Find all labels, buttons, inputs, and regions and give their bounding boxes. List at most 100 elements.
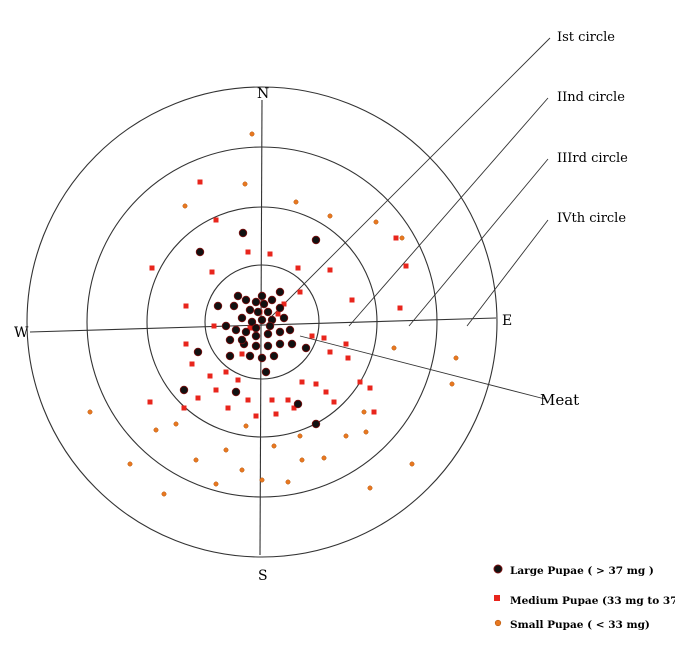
large-pupa-marker [293, 399, 303, 409]
small-pupa-marker [361, 409, 367, 415]
medium-pupa-marker [345, 355, 351, 361]
legend-medium-label: Medium Pupae (33 mg to 37 mg) [510, 595, 675, 607]
medium-pupa-marker [211, 323, 217, 329]
large-pupa-marker [275, 327, 285, 337]
small-pupa-marker [373, 219, 379, 225]
small-pupa-marker [409, 461, 415, 467]
small-pupa-marker [299, 457, 305, 463]
medium-pupa-marker [189, 361, 195, 367]
large-pupa-marker [237, 313, 247, 323]
large-pupa-marker [225, 351, 235, 361]
compass-axes [29, 99, 497, 556]
callout-lines [269, 37, 551, 400]
legend-medium-marker [494, 595, 500, 601]
west-label: W [14, 325, 29, 341]
circle-2-label: IInd circle [557, 90, 625, 105]
large-pupa-marker [251, 341, 261, 351]
meat-label: Meat [540, 391, 579, 409]
small-pupa-marker [259, 477, 265, 483]
medium-pupa-marker [207, 373, 213, 379]
large-pupa-marker [253, 307, 263, 317]
large-pupa-marker [241, 327, 251, 337]
medium-pupa-marker [323, 389, 329, 395]
small-pupa-marker [367, 485, 373, 491]
medium-pupa-marker [281, 301, 287, 307]
medium-pupa-marker [223, 369, 229, 375]
callout-line-1 [269, 37, 551, 319]
large-pupa-marker [269, 351, 279, 361]
callout-line-3 [408, 158, 549, 327]
circle-1 [204, 264, 320, 380]
small-pupa-marker [243, 423, 249, 429]
circle-1-label: Ist circle [557, 30, 615, 45]
medium-pupa-marker [213, 387, 219, 393]
medium-pupa-marker [197, 179, 203, 185]
large-pupa-marker [259, 299, 269, 309]
medium-pupa-marker [295, 265, 301, 271]
medium-pupa-marker [245, 397, 251, 403]
medium-pupa-marker [267, 251, 273, 257]
large-pupa-marker [241, 295, 251, 305]
medium-pupa-marker [349, 297, 355, 303]
east-label: E [502, 313, 512, 329]
large-pupa-marker [237, 335, 247, 345]
medium-pupa-marker [235, 377, 241, 383]
medium-pupa-marker [403, 263, 409, 269]
small-pupa-marker [285, 479, 291, 485]
medium-pupa-marker [213, 217, 219, 223]
legend: Large Pupae ( > 37 mg ) Medium Pupae (33… [493, 564, 675, 631]
medium-pupa-marker [149, 265, 155, 271]
large-pupa-marker [263, 307, 273, 317]
small-pupa-marker [297, 433, 303, 439]
large-pupa-marker [267, 295, 277, 305]
medium-pupa-marker [371, 409, 377, 415]
medium-pupa-marker [357, 379, 363, 385]
large-pupa-marker [225, 335, 235, 345]
large-pupa-marker [261, 367, 271, 377]
medium-pupa-marker [321, 335, 327, 341]
medium-pupa-marker [183, 341, 189, 347]
medium-pupa-marker [313, 381, 319, 387]
small-pupa-marker [242, 181, 248, 187]
medium-pupa-marker [343, 341, 349, 347]
small-pupa-marker [363, 429, 369, 435]
small-pupa-marker [327, 213, 333, 219]
medium-pupa-marker [245, 249, 251, 255]
small-pupa-marker [271, 443, 277, 449]
medium-pupa-marker [183, 303, 189, 309]
legend-large-marker [493, 564, 503, 574]
medium-pupa-marker [327, 349, 333, 355]
medium-pupa-marker [239, 351, 245, 357]
large-pupa-marker [221, 321, 231, 331]
medium-pupa-marker [291, 405, 297, 411]
small-pupa-marker [153, 427, 159, 433]
small-pupa-marker [173, 421, 179, 427]
medium-pupa-marker [309, 333, 315, 339]
small-pupa-marker [161, 491, 167, 497]
medium-pupa-marker [269, 397, 275, 403]
large-pupa-marker [195, 247, 205, 257]
large-pupa-marker [279, 313, 289, 323]
large-pupa-marker [311, 235, 321, 245]
medium-pupa-marker [273, 411, 279, 417]
small-pupa-marker [449, 381, 455, 387]
small-pupa-marker [293, 199, 299, 205]
large-pupa-marker [263, 341, 273, 351]
small-pupa-marker [343, 433, 349, 439]
small-pupa-marker [193, 457, 199, 463]
medium-pupa-marker [195, 395, 201, 401]
large-pupa-marker [251, 297, 261, 307]
small-pupa-marker [391, 345, 397, 351]
north-label: N [257, 86, 269, 102]
medium-pupa-marker [367, 385, 373, 391]
large-pupa-marker [251, 323, 261, 333]
circle-4-label: IVth circle [557, 211, 626, 226]
medium-pupa-marker [247, 325, 253, 331]
large-pupa-marker [238, 228, 248, 238]
large-pupa-marker [245, 305, 255, 315]
medium-pupa-marker [299, 379, 305, 385]
large-pupa-marker [247, 317, 257, 327]
large-pupa-marker [285, 325, 295, 335]
large-pupa-marker [301, 343, 311, 353]
pupae-points [87, 131, 459, 497]
